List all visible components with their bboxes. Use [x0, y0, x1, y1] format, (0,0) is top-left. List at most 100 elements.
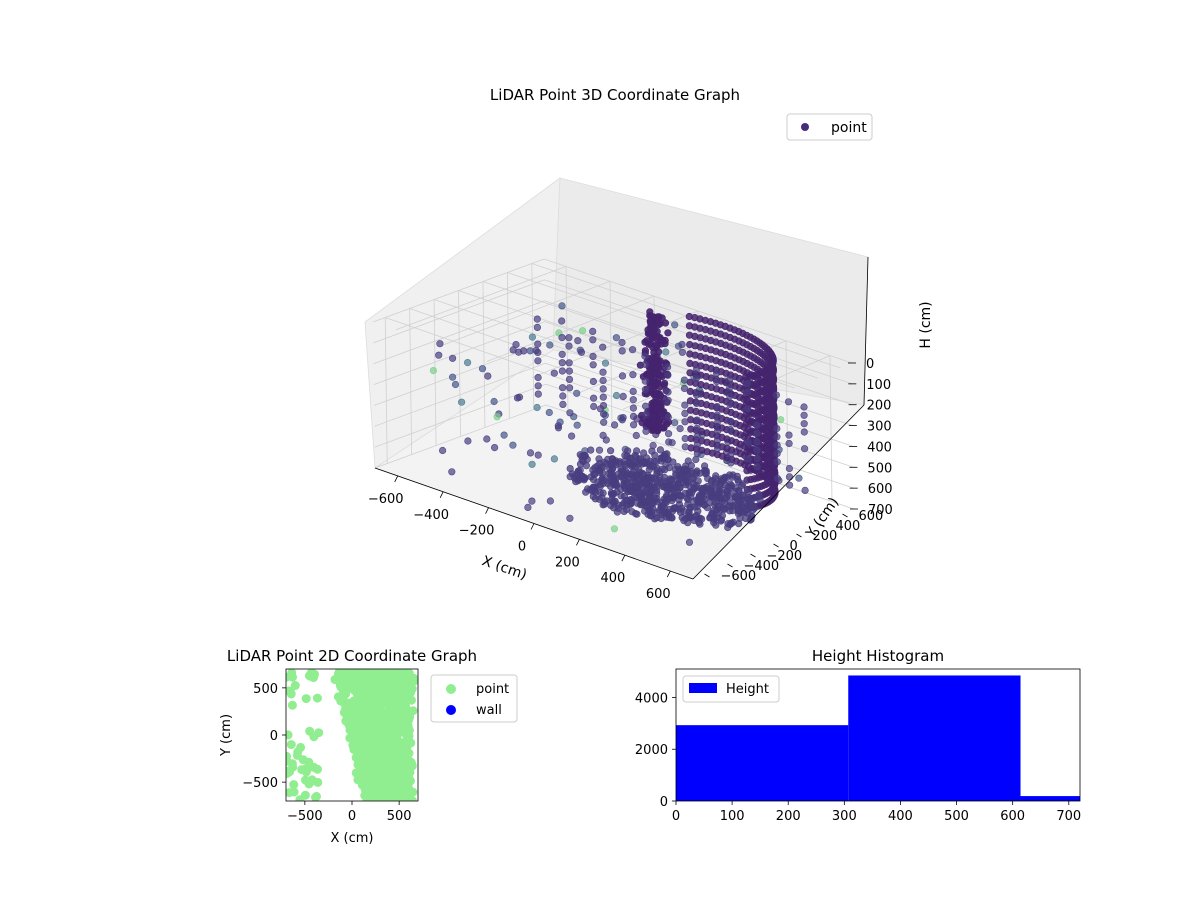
point-marker-2d [346, 718, 356, 727]
point-marker-2d [364, 703, 374, 713]
point-marker-3d [589, 377, 598, 386]
point-marker-3d [800, 420, 808, 428]
x-tick-label-2d: 500 [387, 809, 412, 824]
histogram-bar [1020, 796, 1080, 801]
histogram-x-tick-label: 200 [776, 809, 801, 824]
point-marker-3d [534, 382, 542, 390]
z-ticks-3d: 0 100 200 300 400 500 600 700 [848, 357, 893, 518]
point-marker-3d [649, 463, 657, 471]
x-tick-3d [439, 491, 444, 498]
grid-line-y [384, 317, 388, 464]
point-marker-3d [686, 387, 694, 396]
point-marker-3d [695, 491, 704, 500]
point-marker-2d [286, 730, 293, 740]
y-axis-label-2d: Y (cm) [219, 714, 234, 757]
histogram-x-tick-label: 100 [720, 809, 745, 824]
point-marker-3d [483, 435, 491, 443]
point-marker-2d [360, 719, 370, 729]
point-marker-3d [589, 327, 597, 336]
point-marker-3d [608, 455, 617, 463]
grid-line-y [409, 308, 413, 455]
point-marker-3d [623, 472, 631, 481]
x-tick-label-3d: 0 [518, 540, 526, 555]
point-marker-3d [599, 402, 608, 410]
point-marker-3d [665, 438, 673, 446]
y-tick-label-3d: 600 [859, 509, 884, 524]
point-marker-3d [641, 402, 650, 410]
point-marker-3d [726, 384, 734, 392]
grid-line-z [543, 258, 853, 364]
point-marker-3d [642, 411, 650, 419]
point-marker-2d [404, 748, 414, 758]
point-marker-3d [743, 388, 752, 396]
point-marker-3d [599, 368, 607, 376]
point-marker-3d [713, 436, 722, 444]
point-marker-3d [660, 504, 669, 512]
x-axis-label-2d: X (cm) [331, 831, 374, 846]
point-marker-3d [686, 359, 694, 368]
point-marker-3d [729, 471, 737, 479]
point-marker-2d [393, 735, 403, 745]
point-marker-2d [305, 726, 315, 736]
point-marker-3d [558, 302, 566, 310]
z-axis-line [863, 256, 869, 406]
point-marker-3d [629, 371, 637, 379]
point-marker-3d [661, 336, 669, 345]
point-marker-3d [691, 512, 699, 521]
point-marker-3d [753, 438, 761, 446]
legend-histogram: Height [682, 675, 780, 703]
point-marker-3d [701, 470, 709, 478]
point-marker-3d [713, 411, 721, 419]
point-marker-3d [712, 472, 720, 480]
y-tick-3d [842, 513, 848, 518]
point-marker-3d [726, 392, 734, 400]
point-marker-3d [576, 460, 585, 468]
point-marker-3d [490, 397, 498, 406]
chart-histogram: Height Histogram 0 100 200 300 400 500 600 7000… [635, 647, 1081, 824]
point-marker-3d [753, 446, 761, 454]
y-tick-label-2d: 0 [270, 729, 278, 744]
point-marker-3d [628, 478, 636, 486]
y-tick-3d [704, 573, 710, 578]
point-marker-3d [664, 495, 672, 503]
point-marker-3d [663, 363, 672, 371]
point-marker-3d [567, 432, 576, 440]
point-marker-3d [692, 374, 701, 382]
point-marker-3d [645, 340, 653, 348]
point-marker-3d [744, 438, 752, 446]
y-tick-3d [750, 553, 756, 558]
x-tick-3d [485, 507, 489, 514]
point-marker-3d [558, 334, 566, 342]
y-tick-3d [773, 543, 779, 548]
x-tick-3d [666, 570, 671, 578]
point-marker-3d [685, 322, 694, 330]
point-marker-3d [524, 503, 532, 512]
point-marker-3d [651, 353, 659, 361]
histogram-y-tick-label: 4000 [635, 691, 668, 706]
point-marker-3d [534, 451, 542, 459]
point-marker-3d [620, 483, 629, 491]
point-marker-3d [606, 477, 614, 485]
point-marker-3d [692, 455, 700, 464]
point-marker-3d [692, 470, 700, 478]
point-marker-3d [632, 471, 640, 480]
point-marker-3d [629, 396, 637, 404]
point-marker-3d [534, 348, 542, 357]
point-marker-3d [599, 376, 607, 385]
point-marker-3d [690, 503, 699, 511]
point-marker-3d [566, 514, 574, 522]
point-marker-3d [686, 369, 694, 377]
point-marker-3d [596, 489, 604, 497]
point-marker-2d [372, 696, 382, 706]
point-marker-3d [726, 400, 734, 409]
histogram-x-tick-label: 600 [1000, 809, 1025, 824]
chart-3d-title: LiDAR Point 3D Coordinate Graph [490, 86, 740, 104]
point-marker-3d [713, 444, 722, 453]
point-marker-3d [681, 434, 689, 443]
point-marker-3d [618, 338, 626, 347]
point-marker-3d [693, 441, 701, 449]
histogram-x-tick-label: 500 [944, 809, 969, 824]
point-marker-3d [435, 351, 443, 359]
point-marker-2d [296, 742, 306, 752]
point-marker-3d [615, 459, 623, 468]
